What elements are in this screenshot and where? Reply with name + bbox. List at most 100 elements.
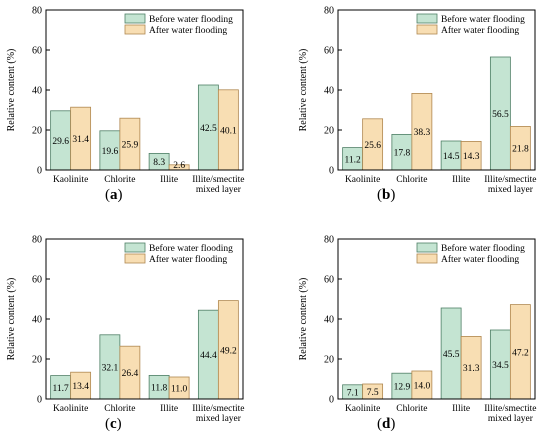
bar-value-label: 31.4	[72, 135, 89, 145]
panel-letter: a	[110, 187, 118, 203]
y-tick-label: 20	[32, 355, 42, 366]
legend-entry: Before water flooding	[441, 243, 525, 254]
bar-value-label: 8.3	[153, 158, 165, 168]
plot-frame	[45, 238, 244, 400]
bar-value-label: 11.2	[344, 155, 361, 165]
chart-panel-a: Relative content (%) 0 20 40 60 80 29.6 31.4 Kao…	[6, 6, 244, 196]
bar-value-label: 7.5	[367, 388, 379, 398]
bar-value-label: 34.5	[492, 361, 509, 371]
x-tick-label: Illite	[452, 175, 470, 185]
y-tick-label: 40	[32, 315, 42, 326]
bar-value-label: 32.1	[102, 363, 119, 373]
bar-value-label: 19.6	[102, 147, 119, 157]
bar-value-label: 25.9	[122, 141, 139, 151]
y-tick-label: 60	[32, 46, 42, 57]
y-axis-label: Relative content (%)	[298, 278, 309, 361]
bar-value-label: 14.0	[414, 382, 431, 392]
x-tick-label: mixed layer	[196, 185, 242, 195]
bar-value-label: 2.6	[173, 161, 185, 171]
bar-value-label: 25.6	[364, 141, 381, 151]
legend-entry: After water flooding	[441, 25, 519, 36]
bar-value-label: 14.5	[443, 152, 460, 162]
y-tick-label: 40	[324, 315, 334, 326]
y-tick-label: 60	[324, 275, 334, 286]
x-tick-label: mixed layer	[488, 414, 534, 424]
y-tick-label: 40	[32, 86, 42, 97]
y-tick-label: 0	[37, 395, 42, 406]
x-tick-label: Illite	[160, 404, 178, 414]
panel-letter: d	[382, 416, 391, 432]
x-tick-label: Illite	[452, 404, 470, 414]
y-tick-label: 80	[324, 235, 334, 246]
legend-swatch	[416, 13, 438, 24]
y-tick-label: 80	[32, 235, 42, 246]
legend-entry: Before water flooding	[149, 14, 233, 25]
x-tick-label: Chlorite	[104, 175, 135, 185]
bar-value-label: 42.5	[200, 124, 217, 134]
chart-panel-d: Relative content (%) 0 20 40 60 80 7.1 7.5 Kaoli…	[298, 235, 536, 425]
bar-value-label: 12.9	[394, 383, 411, 393]
legend-entry: After water flooding	[149, 254, 227, 265]
panel-label: (a)	[105, 187, 123, 203]
bar-value-label: 7.1	[347, 388, 359, 398]
y-tick-label: 60	[324, 46, 334, 57]
x-tick-label: Chlorite	[396, 404, 427, 414]
y-axis-label: Relative content (%)	[6, 278, 17, 361]
legend-swatch	[124, 13, 146, 24]
bar-value-label: 47.2	[512, 348, 529, 358]
legend-swatch	[416, 242, 438, 253]
legend-entry: After water flooding	[149, 25, 227, 36]
bar-value-label: 49.2	[220, 346, 237, 356]
bar-value-label: 38.3	[414, 128, 431, 138]
legend-swatch	[124, 242, 146, 253]
bar-value-label: 11.7	[52, 384, 69, 394]
x-tick-label: Kaolinite	[345, 404, 380, 414]
legend-swatch	[124, 24, 146, 35]
chart-panel-b: Relative content (%) 0 20 40 60 80 11.225.6 Kao…	[298, 6, 536, 196]
y-tick-label: 0	[329, 166, 334, 177]
y-tick-label: 0	[329, 395, 334, 406]
x-tick-label: Illite/smectite	[192, 404, 244, 414]
bar-value-label: 21.8	[512, 145, 529, 155]
bar-value-label: 31.3	[463, 364, 480, 374]
bar-value-label: 26.4	[122, 369, 139, 379]
panel-letter: b	[382, 187, 391, 203]
y-tick-label: 20	[324, 126, 334, 137]
y-tick-label: 20	[324, 355, 334, 366]
bar-value-label: 45.5	[443, 350, 460, 360]
x-tick-label: Illite/smectite	[484, 404, 536, 414]
bar-value-label: 11.0	[171, 385, 188, 395]
bar-value-label: 40.1	[220, 126, 237, 136]
x-tick-label: Kaolinite	[53, 404, 88, 414]
y-tick-label: 0	[37, 166, 42, 177]
x-tick-label: Illite/smectite	[484, 175, 536, 185]
y-tick-label: 20	[32, 126, 42, 137]
panel-label: (b)	[377, 187, 396, 203]
x-tick-label: Illite/smectite	[192, 175, 244, 185]
plot-frame	[337, 238, 536, 400]
panel-label: (d)	[377, 416, 396, 432]
y-tick-label: 80	[324, 6, 334, 17]
legend-entry: Before water flooding	[441, 14, 525, 25]
y-axis-label: Relative content (%)	[298, 49, 309, 132]
bar-value-label: 44.4	[200, 351, 217, 361]
x-tick-label: Chlorite	[104, 404, 135, 414]
plot-frame	[337, 9, 536, 171]
x-tick-label: Kaolinite	[53, 175, 88, 185]
x-tick-label: Kaolinite	[345, 175, 380, 185]
bar-value-label: 11.8	[151, 384, 168, 394]
plot-frame	[45, 9, 244, 171]
bar-value-label: 14.3	[463, 152, 480, 162]
bar-value-label: 13.4	[72, 382, 89, 392]
legend-swatch	[416, 253, 438, 264]
legend-swatch	[124, 253, 146, 264]
x-tick-label: mixed layer	[196, 414, 242, 424]
bar-value-label: 29.6	[52, 137, 69, 147]
y-tick-label: 40	[324, 86, 334, 97]
bar-value-label: 17.8	[394, 149, 411, 159]
bar-value-label: 56.5	[492, 110, 509, 120]
x-tick-label: Illite	[160, 175, 178, 185]
legend-swatch	[416, 24, 438, 35]
